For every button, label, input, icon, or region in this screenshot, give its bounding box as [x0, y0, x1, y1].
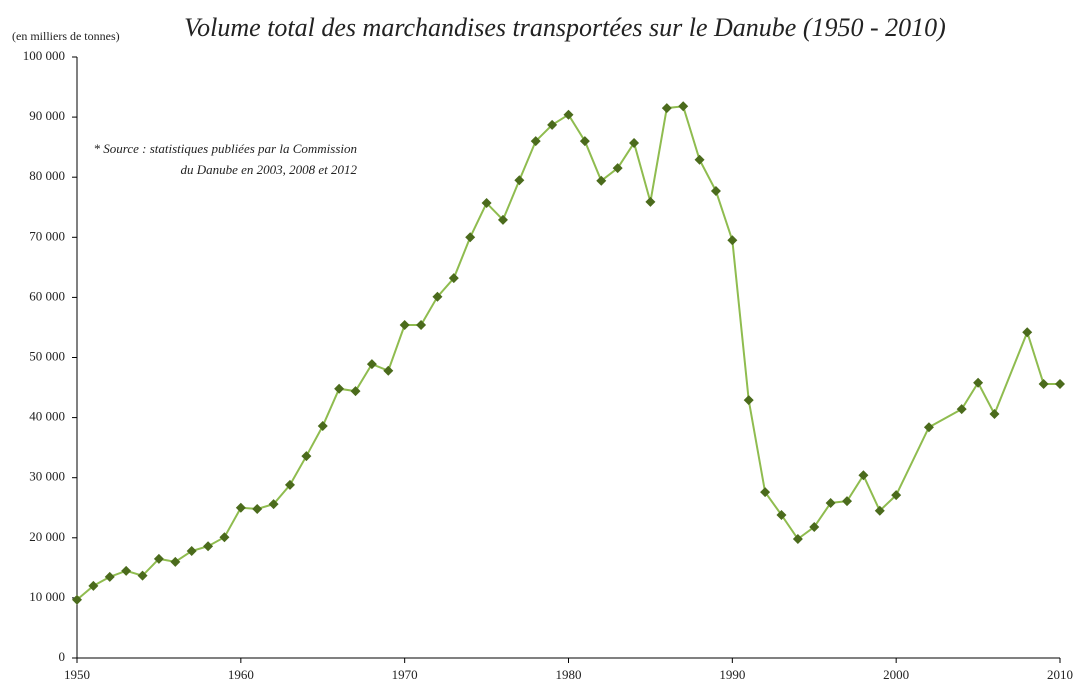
marker	[481, 198, 492, 209]
marker	[252, 503, 263, 514]
y-tick-label: 70 000	[29, 228, 65, 243]
marker	[678, 101, 689, 112]
y-tick-label: 100 000	[23, 48, 65, 63]
marker	[203, 541, 214, 552]
marker	[334, 383, 345, 394]
marker	[891, 490, 902, 501]
y-tick-label: 10 000	[29, 589, 65, 604]
marker	[612, 163, 623, 174]
marker	[743, 395, 754, 406]
chart-title: Volume total des marchandises transporté…	[184, 13, 946, 42]
marker	[1022, 327, 1033, 338]
x-tick-label: 2010	[1047, 667, 1073, 682]
marker	[432, 291, 443, 302]
marker	[645, 196, 656, 207]
marker	[268, 499, 279, 510]
marker	[989, 408, 1000, 419]
marker	[186, 546, 197, 557]
marker	[317, 421, 328, 432]
marker	[596, 175, 607, 186]
y-tick-label: 0	[59, 649, 66, 664]
marker	[497, 214, 508, 225]
marker	[121, 565, 132, 576]
x-tick-label: 1990	[719, 667, 745, 682]
x-tick-label: 1960	[228, 667, 254, 682]
x-tick-label: 1980	[556, 667, 582, 682]
marker	[858, 470, 869, 481]
marker	[350, 386, 361, 397]
marker	[874, 505, 885, 516]
marker	[760, 487, 771, 498]
marker	[72, 594, 82, 605]
marker	[629, 137, 640, 148]
marker	[219, 532, 230, 543]
marker	[563, 109, 574, 120]
y-tick-label: 30 000	[29, 469, 65, 484]
marker	[170, 556, 181, 567]
marker	[694, 154, 705, 165]
marker	[923, 422, 934, 433]
marker	[809, 521, 820, 532]
marker	[727, 235, 738, 246]
x-tick-label: 1950	[64, 667, 90, 682]
marker	[1055, 378, 1065, 389]
annotation: du Danube en 2003, 2008 et 2012	[180, 162, 357, 177]
marker	[284, 479, 295, 490]
marker	[547, 119, 558, 130]
marker	[383, 365, 394, 376]
marker	[842, 496, 853, 507]
marker	[465, 232, 476, 243]
marker	[88, 580, 99, 591]
marker	[530, 136, 541, 147]
x-tick-label: 2000	[883, 667, 909, 682]
y-tick-label: 50 000	[29, 348, 65, 363]
y-axis-label: (en milliers de tonnes)	[12, 29, 120, 43]
marker	[825, 497, 836, 508]
marker	[153, 553, 164, 564]
marker	[776, 509, 787, 520]
marker	[710, 186, 721, 197]
x-tick-label: 1970	[392, 667, 418, 682]
marker	[448, 273, 459, 284]
marker	[416, 320, 427, 331]
y-tick-label: 80 000	[29, 168, 65, 183]
marker	[366, 359, 377, 370]
y-tick-label: 60 000	[29, 288, 65, 303]
marker	[579, 136, 590, 147]
marker	[792, 534, 803, 545]
marker	[301, 451, 312, 462]
marker	[235, 502, 246, 513]
marker	[956, 404, 967, 415]
marker	[661, 103, 672, 114]
marker	[104, 571, 115, 582]
y-tick-label: 40 000	[29, 409, 65, 424]
marker	[137, 570, 148, 581]
line	[76, 105, 1060, 601]
y-tick-label: 90 000	[29, 108, 65, 123]
y-tick-label: 20 000	[29, 529, 65, 544]
marker	[1038, 378, 1049, 389]
marker	[973, 377, 984, 388]
marker	[399, 320, 410, 331]
annotation: * Source : statistiques publiées par la …	[94, 141, 358, 156]
marker	[514, 175, 525, 186]
